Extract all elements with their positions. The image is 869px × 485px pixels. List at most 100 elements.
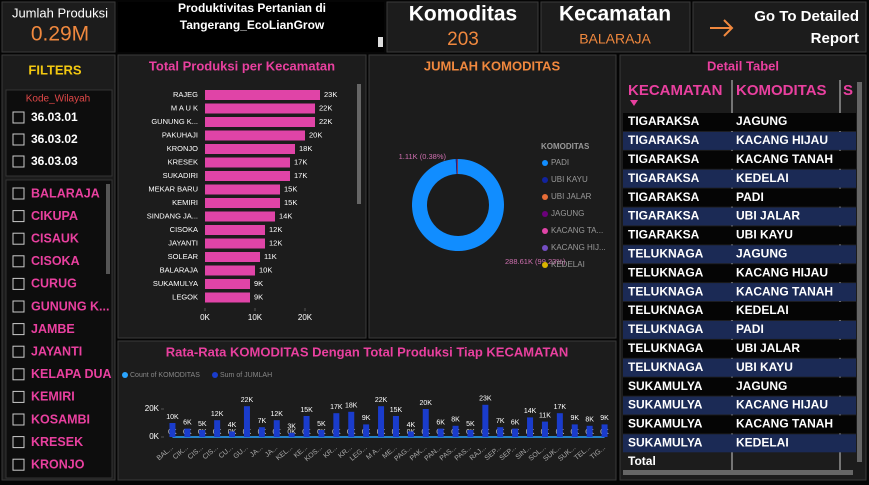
- bar: [571, 424, 578, 437]
- y-tick-label: BALARAJA: [160, 265, 198, 274]
- data-label: 12K: [211, 411, 224, 418]
- checkbox[interactable]: [12, 187, 25, 200]
- filter-option[interactable]: CURUG: [31, 277, 77, 291]
- data-label: 9K: [362, 415, 371, 422]
- data-label: 9K: [570, 415, 579, 422]
- filter-option[interactable]: 36.03.01: [31, 110, 78, 124]
- scrollbar: [623, 470, 853, 475]
- checkbox[interactable]: [12, 390, 25, 403]
- button-label[interactable]: Go To Detailed: [754, 8, 859, 25]
- checkbox[interactable]: [12, 232, 25, 245]
- kpi-label: Komoditas: [409, 3, 518, 26]
- table-row: [623, 131, 856, 150]
- bar: [512, 428, 519, 437]
- kpi-value: 203: [447, 29, 479, 50]
- checkbox[interactable]: [12, 300, 25, 313]
- data-label: 18K: [299, 144, 312, 153]
- checkbox[interactable]: [12, 210, 25, 223]
- filter-option[interactable]: GUNUNG K...: [31, 299, 109, 313]
- title-panel: [118, 2, 384, 52]
- filter-option[interactable]: CISOKA: [31, 254, 80, 268]
- bar: [467, 430, 474, 437]
- checkbox[interactable]: [12, 155, 25, 168]
- filter-option[interactable]: KOSAMBI: [31, 412, 90, 426]
- data-label: 15K: [284, 198, 297, 207]
- page-title: Tangerang_EcoLianGrow: [180, 18, 325, 32]
- legend-label: KEDELAI: [551, 260, 585, 269]
- legend-marker: [122, 372, 128, 378]
- table-cell: TELUKNAGA: [628, 303, 704, 317]
- checkbox[interactable]: [12, 458, 25, 471]
- bar: [407, 431, 414, 437]
- data-label: 11K: [264, 252, 277, 261]
- bar: [184, 428, 191, 437]
- bar: [205, 292, 250, 303]
- bar: [258, 427, 265, 437]
- filter-option[interactable]: 36.03.03: [31, 154, 78, 168]
- legend-label: PADI: [551, 158, 569, 167]
- filter-option[interactable]: KRONJO: [31, 457, 85, 471]
- table-cell: TIGARAKSA: [628, 114, 700, 128]
- filter-option[interactable]: BALARAJA: [31, 186, 100, 200]
- data-label: 22K: [319, 117, 332, 126]
- table-row: [623, 358, 856, 377]
- kpi-value: 0.29M: [31, 23, 89, 46]
- data-label: 23K: [324, 90, 337, 99]
- data-label: 5K: [198, 421, 207, 428]
- button-label[interactable]: Report: [811, 30, 859, 47]
- table-cell: KACANG HIJAU: [736, 133, 828, 147]
- data-label: 17K: [554, 404, 567, 411]
- chart-panel: [117, 54, 367, 339]
- checkbox[interactable]: [12, 413, 25, 426]
- bar: [205, 225, 265, 235]
- column-header[interactable]: KOMODITAS: [736, 82, 827, 99]
- filter-option[interactable]: KELAPA DUA: [31, 367, 112, 381]
- checkbox[interactable]: [12, 323, 25, 336]
- checkbox[interactable]: [12, 255, 25, 268]
- column-header[interactable]: S: [843, 82, 853, 99]
- checkbox[interactable]: [12, 345, 25, 358]
- kpi-value: BALARAJA: [579, 31, 651, 47]
- y-tick-label: RAJEG: [173, 90, 198, 99]
- data-label: 11K: [539, 412, 551, 419]
- filter-option[interactable]: 36.03.02: [31, 132, 78, 146]
- table-row: [623, 377, 856, 396]
- table-cell: SUKAMULYA: [628, 435, 703, 449]
- filter-option[interactable]: CISAUK: [31, 231, 79, 245]
- table-cell: TELUKNAGA: [628, 265, 704, 279]
- page-title: Produktivitas Pertanian di: [178, 1, 326, 15]
- checkbox[interactable]: [12, 133, 25, 146]
- table-row: [623, 207, 856, 226]
- data-label: 10K: [166, 414, 179, 421]
- kpi-panel: [386, 1, 539, 53]
- legend-marker: [542, 245, 548, 251]
- checkbox[interactable]: [12, 368, 25, 381]
- legend-marker: [542, 177, 548, 183]
- legend-label: UBI KAYU: [551, 175, 588, 184]
- bar: [205, 117, 315, 127]
- filter-option[interactable]: CIKUPA: [31, 209, 78, 223]
- filter-title: FILTERS: [28, 62, 82, 77]
- checkbox[interactable]: [12, 277, 25, 290]
- table-cell: TELUKNAGA: [628, 360, 704, 374]
- data-label: 17K: [294, 157, 307, 166]
- column-header[interactable]: KECAMATAN: [628, 82, 722, 99]
- bar: [205, 90, 320, 100]
- filter-option[interactable]: JAYANTI: [31, 344, 82, 358]
- data-label: 20K: [420, 400, 433, 407]
- data-label: 18K: [345, 403, 358, 410]
- filter-option[interactable]: KRESEK: [31, 435, 83, 449]
- bar: [541, 421, 548, 437]
- table-cell: TELUKNAGA: [628, 341, 704, 355]
- checkbox[interactable]: [12, 111, 25, 124]
- filter-option[interactable]: KEMIRI: [31, 390, 75, 404]
- filter-option[interactable]: JAMBE: [31, 322, 75, 336]
- checkbox[interactable]: [12, 436, 25, 449]
- bar: [205, 103, 315, 114]
- y-tick-label: KEMIRI: [172, 198, 198, 207]
- data-label: 15K: [284, 184, 297, 193]
- bar: [229, 431, 236, 437]
- data-label: 5K: [466, 421, 475, 428]
- table-cell: SUKAMULYA: [628, 398, 703, 412]
